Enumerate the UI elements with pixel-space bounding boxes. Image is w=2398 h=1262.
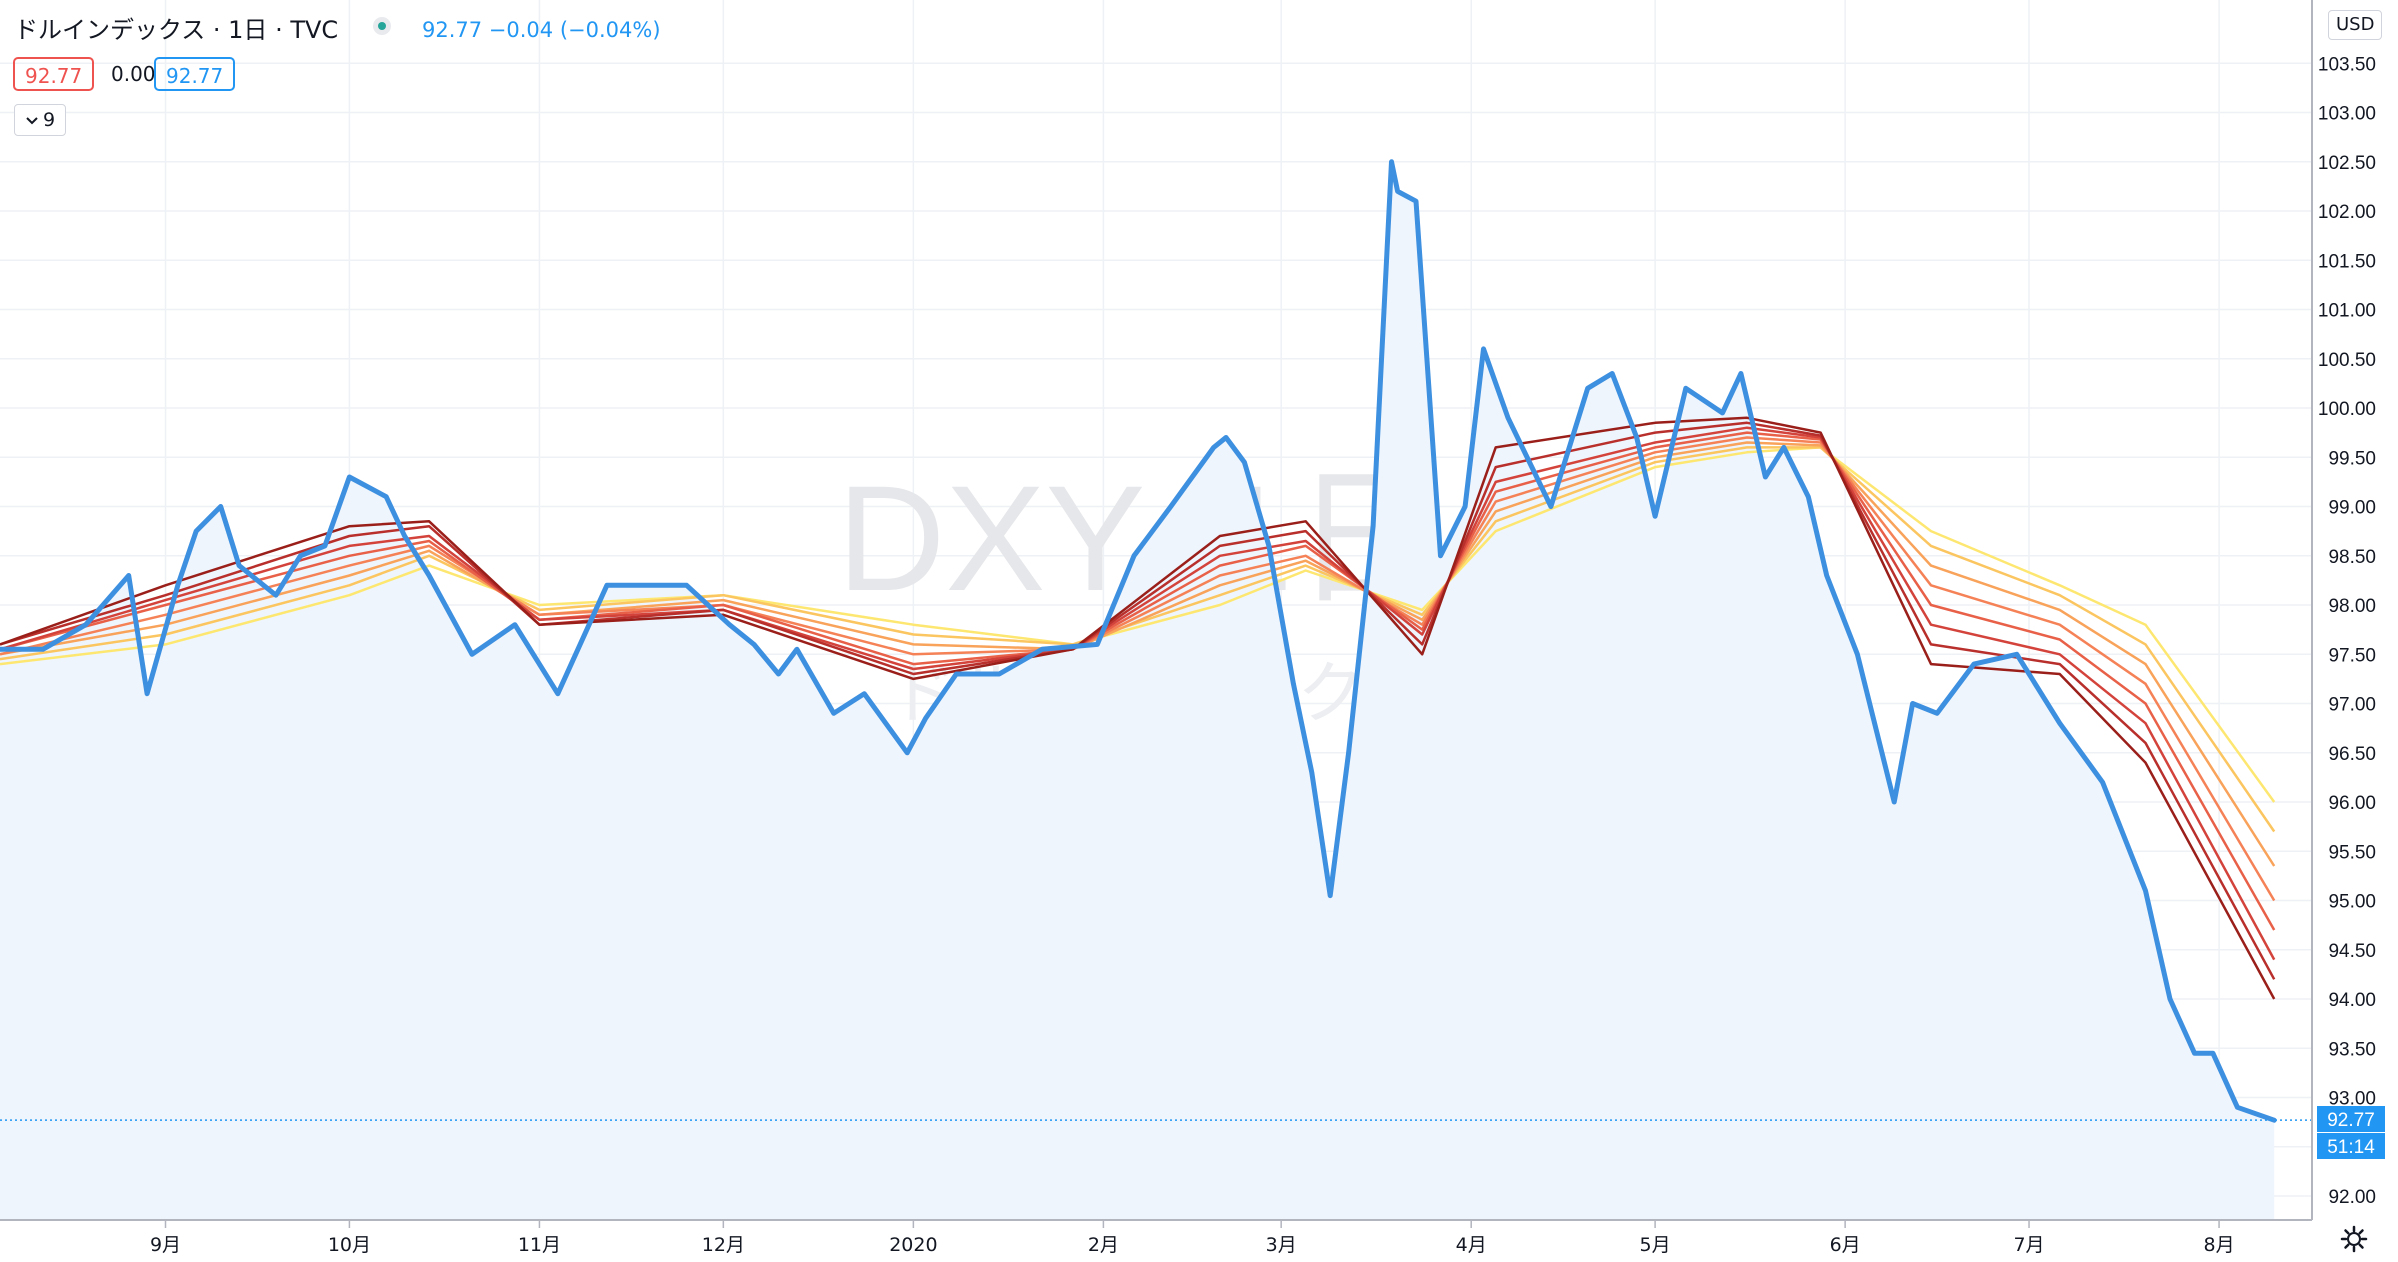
y-tick-label: 92.00 <box>2328 1187 2376 1208</box>
y-tick-label: 100.00 <box>2318 399 2376 420</box>
ma-ribbon-line <box>0 446 2276 833</box>
ma-ribbon-line <box>0 436 2276 902</box>
indicator-value-last: 92.77 <box>154 57 236 91</box>
ma-ribbon <box>0 416 2276 1000</box>
y-tick-label: 96.50 <box>2328 744 2376 765</box>
last-price-tag <box>2317 1106 2385 1132</box>
ma-ribbon-line <box>0 416 2276 1000</box>
y-tick-label: 98.00 <box>2328 596 2376 617</box>
price-tags: 92.77 51:14 <box>2317 1106 2385 1159</box>
y-tick-label: 103.50 <box>2318 54 2376 75</box>
ma-ribbon-line <box>0 431 2276 931</box>
y-tick-label: 96.00 <box>2328 793 2376 814</box>
y-tick-label: 94.50 <box>2328 941 2376 962</box>
x-tick-label: 2020 <box>889 1234 937 1256</box>
chart-title: ドルインデックス · 1日 · TVC <box>14 16 339 44</box>
collapse-indicators-button[interactable]: 9 <box>14 104 67 136</box>
y-tick-label: 97.50 <box>2328 645 2376 666</box>
indicator-value-change: 0.00 <box>111 62 156 86</box>
x-tick-label: 8月 <box>2204 1234 2235 1256</box>
y-tick-label: 102.50 <box>2318 153 2376 174</box>
y-tick-label: 93.50 <box>2328 1039 2376 1060</box>
status-dot-icon[interactable] <box>373 17 391 35</box>
header-quote: 92.77 −0.04 (−0.04%) <box>422 18 661 42</box>
y-tick-label: 101.50 <box>2318 251 2376 272</box>
y-tick-label: 99.50 <box>2328 448 2376 469</box>
countdown-tag <box>2317 1133 2385 1159</box>
y-tick-label: 97.00 <box>2328 695 2376 716</box>
x-tick-label: 12月 <box>702 1234 745 1256</box>
ma-ribbon-line <box>0 441 2276 867</box>
countdown-tag-text: 51:14 <box>2327 1137 2375 1158</box>
collapse-count: 9 <box>43 109 56 131</box>
x-tick-label: 4月 <box>1456 1234 1487 1256</box>
ma-ribbon-line <box>0 426 2276 961</box>
x-tick-label: 9月 <box>150 1234 181 1256</box>
x-tick-label: 2月 <box>1088 1234 1119 1256</box>
y-tick-label: 95.50 <box>2328 842 2376 863</box>
y-tick-label: 103.00 <box>2318 104 2376 125</box>
gear-icon[interactable] <box>2339 1224 2369 1254</box>
x-tick-label: 10月 <box>328 1234 371 1256</box>
y-tick-label: 93.00 <box>2328 1089 2376 1110</box>
y-tick-label: 95.00 <box>2328 892 2376 913</box>
x-tick-label: 3月 <box>1266 1234 1297 1256</box>
last-price-tag-text: 92.77 <box>2327 1110 2375 1131</box>
price-line[interactable] <box>0 159 2277 1123</box>
y-tick-label: 101.00 <box>2318 301 2376 322</box>
ma-ribbon-line <box>0 421 2276 980</box>
y-tick-label: 94.00 <box>2328 990 2376 1011</box>
y-tick-label: 102.00 <box>2318 202 2376 223</box>
x-tick-label: 7月 <box>2013 1234 2044 1256</box>
currency-button[interactable]: USD <box>2328 10 2383 40</box>
x-tick-label: 5月 <box>1640 1234 1671 1256</box>
y-tick-label: 100.50 <box>2318 350 2376 371</box>
axes <box>0 0 2313 1221</box>
ma-ribbon-line <box>0 446 2276 803</box>
y-tick-label: 99.00 <box>2328 498 2376 519</box>
x-tick-label: 11月 <box>518 1234 561 1256</box>
y-tick-label: 98.50 <box>2328 547 2376 568</box>
time-axis[interactable]: 9月 10月 11月 12月 2020 2月 3月 4月 5月 6月 7月 8月 <box>150 1220 2235 1256</box>
x-tick-label: 6月 <box>1830 1234 1861 1256</box>
indicator-value-open: 92.77 <box>13 57 95 91</box>
chevron-down-icon <box>26 116 38 124</box>
